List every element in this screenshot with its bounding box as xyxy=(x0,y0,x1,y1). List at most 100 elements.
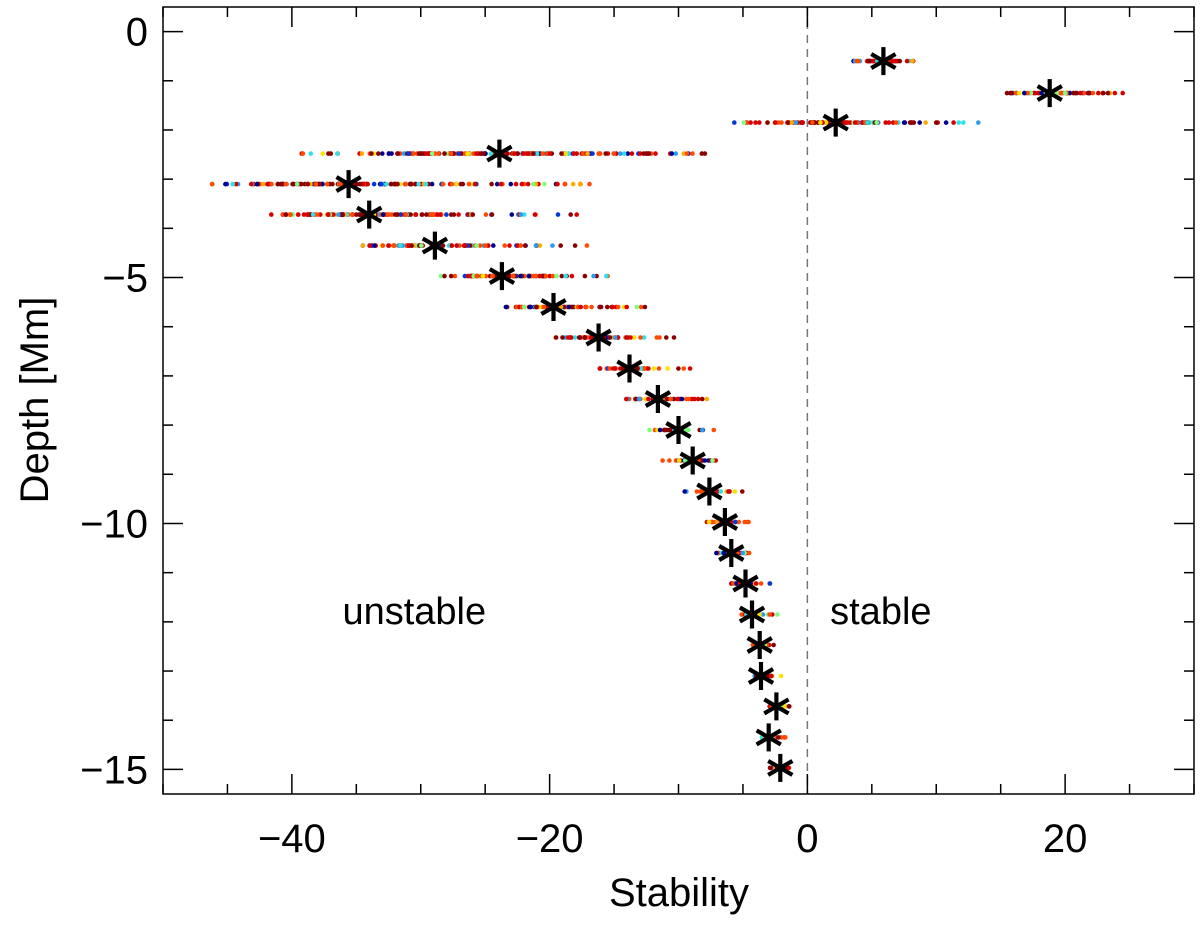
scatter-point xyxy=(558,243,563,248)
scatter-point xyxy=(768,673,774,679)
scatter-point xyxy=(657,427,663,433)
scatter-point xyxy=(507,243,512,248)
scatter-point xyxy=(732,120,737,125)
scatter-point xyxy=(449,181,455,187)
scatter-point xyxy=(753,120,758,125)
scatter-point xyxy=(910,58,915,64)
scatter-point xyxy=(767,765,773,771)
scatter-point xyxy=(1071,90,1076,96)
scatter-point xyxy=(671,335,677,340)
scatter-point xyxy=(572,243,578,248)
scatter-point xyxy=(296,212,301,217)
scatter-point xyxy=(598,304,604,310)
scatter-point xyxy=(569,273,575,279)
y-axis-title: Depth [Mm] xyxy=(13,297,57,504)
scatter-point xyxy=(513,181,519,187)
scatter-point xyxy=(785,120,791,125)
scatter-point xyxy=(324,181,330,187)
median-marker xyxy=(718,539,745,567)
scatter-point xyxy=(1112,90,1118,96)
scatter-point xyxy=(429,151,435,156)
scatter-point xyxy=(465,151,471,156)
scatter-point xyxy=(338,181,343,187)
scatter-point xyxy=(767,581,773,586)
scatter-point xyxy=(1022,90,1027,96)
scatter-point xyxy=(637,396,642,402)
scatter-point xyxy=(367,243,372,248)
scatter-point xyxy=(687,366,693,371)
scatter-point xyxy=(702,458,708,463)
scatter-point xyxy=(641,335,647,340)
scatter-point xyxy=(746,550,752,556)
scatter-point xyxy=(870,58,875,64)
scatter-point xyxy=(638,304,644,310)
median-marker xyxy=(763,692,790,721)
scatter-point xyxy=(646,366,651,371)
scatter-point xyxy=(269,181,274,187)
scatter-point xyxy=(713,458,718,463)
scatter-point xyxy=(1074,90,1080,96)
scatter-point xyxy=(308,151,314,156)
scatter-point xyxy=(1025,90,1030,96)
scatter-point xyxy=(706,519,712,525)
scatter-point xyxy=(426,151,432,156)
scatter-point xyxy=(209,181,215,187)
scatter-point xyxy=(554,273,559,279)
median-marker xyxy=(644,385,672,413)
scatter-point xyxy=(534,151,540,156)
scatter-point xyxy=(359,151,365,156)
scatter-point xyxy=(386,243,391,248)
median-marker xyxy=(679,446,706,475)
scatter-point xyxy=(458,181,464,187)
scatter-point xyxy=(699,489,704,494)
scatter-point xyxy=(360,181,366,187)
scatter-point xyxy=(684,151,690,156)
scatter-point xyxy=(503,304,509,310)
scatter-point xyxy=(605,304,610,310)
scatter-point xyxy=(625,151,631,156)
scatter-point xyxy=(525,181,531,187)
scatter-point xyxy=(883,120,888,125)
scatter-point xyxy=(530,181,536,187)
scatter-point xyxy=(633,396,638,402)
scatter-point xyxy=(889,58,895,64)
plot-frame xyxy=(162,6,1195,795)
scatter-point xyxy=(531,151,536,156)
scatter-point xyxy=(287,212,293,217)
scatter-point xyxy=(1039,90,1044,96)
y-tick-label: 0 xyxy=(126,11,148,55)
scatter-point xyxy=(714,550,719,556)
scatter-point xyxy=(519,181,525,187)
scatter-point xyxy=(951,120,956,125)
scatter-point xyxy=(772,120,778,125)
scatter-point xyxy=(392,212,398,217)
scatter-point xyxy=(574,151,579,156)
scatter-point xyxy=(290,181,296,187)
scatter-point xyxy=(480,273,486,279)
scatter-point xyxy=(848,120,853,125)
median-marker xyxy=(356,200,383,229)
y-tick-label: −5 xyxy=(102,257,148,301)
scatter-point xyxy=(498,181,504,187)
scatter-point xyxy=(543,273,549,279)
scatter-point xyxy=(371,181,377,187)
scatter-point xyxy=(477,243,483,248)
scatter-point xyxy=(778,673,784,679)
scatter-point xyxy=(429,181,435,187)
scatter-point xyxy=(1028,90,1034,96)
scatter-point xyxy=(771,642,776,648)
scatter-point xyxy=(444,212,449,217)
scatter-point xyxy=(462,243,468,248)
scatter-point xyxy=(254,181,260,187)
scatter-point xyxy=(902,120,908,125)
scatter-point xyxy=(562,181,568,187)
scatter-point xyxy=(325,212,331,217)
scatter-point xyxy=(578,304,583,310)
scatter-point xyxy=(380,243,386,248)
scatter-point xyxy=(349,212,355,217)
scatter-point xyxy=(531,273,537,279)
scatter-point xyxy=(448,151,453,156)
scatter-points xyxy=(209,58,1125,771)
scatter-point xyxy=(510,273,516,279)
